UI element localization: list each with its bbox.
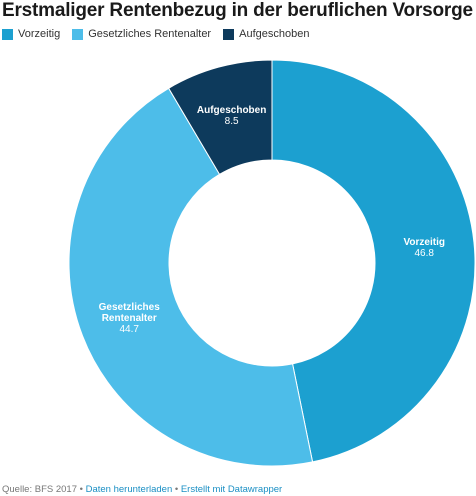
data-label-name-aufgeschoben: Aufgeschoben bbox=[197, 105, 266, 116]
chart-title: Erstmaliger Rentenbezug in der beruflich… bbox=[2, 0, 473, 21]
legend-label-aufgeschoben: Aufgeschoben bbox=[239, 28, 310, 40]
data-label-value-vorzeitig: 46.8 bbox=[414, 248, 434, 259]
legend-item-vorzeitig: Vorzeitig bbox=[2, 28, 60, 40]
legend-item-aufgeschoben: Aufgeschoben bbox=[223, 28, 309, 40]
data-label-name-gesetzliches-rentenalter: Gesetzliches bbox=[99, 302, 161, 313]
slice-aufgeschoben[interactable] bbox=[167, 59, 273, 176]
footer: Quelle: BFS 2017 • Daten herunterladen •… bbox=[2, 484, 282, 495]
source-note: Quelle: BFS 2017 bbox=[2, 484, 77, 495]
footer-separator: • bbox=[174, 484, 179, 495]
footer-separator: • bbox=[79, 484, 83, 495]
legend-swatch-gesetzliches-rentenalter bbox=[72, 28, 84, 40]
download-data-link[interactable]: Daten herunterladen bbox=[85, 484, 173, 495]
legend-swatch-aufgeschoben bbox=[223, 28, 235, 40]
datawrapper-credit-link[interactable]: Erstellt mit Datawrapper bbox=[180, 484, 283, 495]
donut-slices bbox=[68, 59, 476, 467]
slice-vorzeitig[interactable] bbox=[271, 59, 476, 463]
legend-item-gesetzliches-rentenalter: Gesetzliches Rentenalter bbox=[72, 28, 211, 40]
legend-label-gesetzliches-rentenalter: Gesetzliches Rentenalter bbox=[88, 28, 212, 40]
legend-label-vorzeitig: Vorzeitig bbox=[18, 28, 61, 40]
legend: Vorzeitig Gesetzliches Rentenalter Aufge… bbox=[2, 28, 309, 40]
legend-swatch-vorzeitig bbox=[2, 28, 13, 40]
data-label-name-gesetzliches-rentenalter: Rentenalter bbox=[102, 313, 157, 324]
data-label-value-aufgeschoben: 8.5 bbox=[225, 116, 239, 127]
slice-gesetzliches-rentenalter[interactable] bbox=[68, 87, 314, 467]
data-label-name-vorzeitig: Vorzeitig bbox=[403, 237, 444, 248]
data-label-value-gesetzliches-rentenalter: 44.7 bbox=[119, 324, 139, 335]
